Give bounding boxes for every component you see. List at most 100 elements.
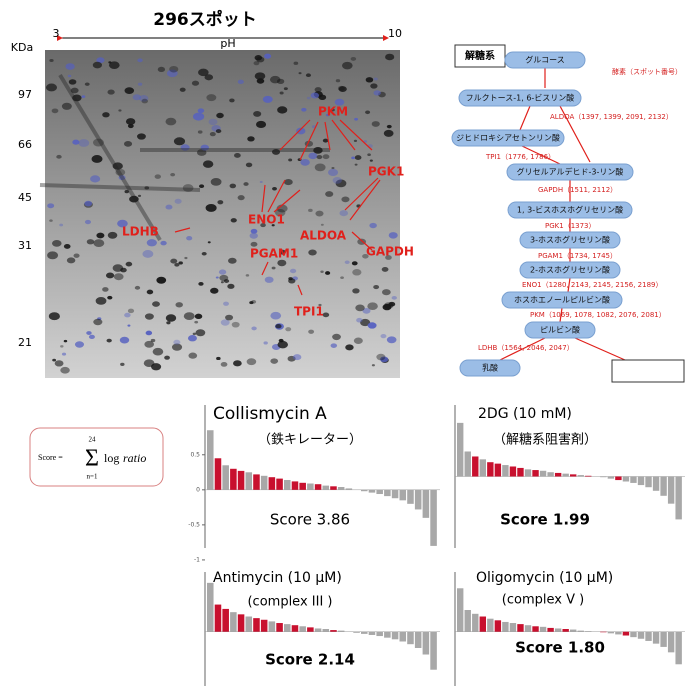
- gel-spot: [293, 61, 299, 65]
- gel-spot: [296, 127, 306, 135]
- gel-spot: [298, 72, 302, 75]
- gel-spot: [174, 198, 182, 204]
- gel-spot: [61, 352, 67, 356]
- gel-spot: [210, 178, 222, 186]
- bar: [502, 465, 509, 477]
- pathway-node: [506, 163, 634, 181]
- gel-spot: [325, 271, 331, 275]
- gel-spot: [278, 338, 284, 343]
- bar: [322, 629, 330, 632]
- panel-score: Score 3.86: [270, 511, 350, 529]
- gel-spot: [308, 152, 318, 160]
- gel-spot: [256, 120, 267, 129]
- gel-spot: [380, 334, 387, 339]
- gel-spot: [246, 358, 257, 366]
- gel-spot: [59, 223, 64, 227]
- gel-spot: [272, 186, 277, 191]
- gel-spot: [151, 363, 162, 371]
- gel-spot: [120, 362, 125, 366]
- gel-spot: [146, 239, 157, 247]
- bar: [422, 489, 430, 518]
- mass-label: KDa: [11, 41, 33, 54]
- bar: [253, 474, 260, 490]
- gel-spot: [119, 336, 130, 344]
- bar: [464, 610, 471, 632]
- gel-spot: [90, 175, 101, 183]
- gel-spot: [385, 255, 392, 260]
- gel-spot: [325, 113, 330, 117]
- gel-spot: [223, 279, 230, 283]
- mass-tick-label: 45: [18, 191, 32, 204]
- bar: [368, 489, 376, 493]
- bar: [407, 631, 414, 645]
- bar: [472, 456, 479, 477]
- enzyme-label: ENO1（1280, 2143, 2145, 2156, 2189）: [522, 281, 663, 289]
- gel-spot: [49, 58, 54, 63]
- gel-spot: [208, 118, 218, 126]
- bar: [547, 627, 554, 632]
- gel-spot: [144, 186, 150, 190]
- formula-upper: 24: [89, 436, 97, 444]
- y-tick-label: -0.5: [188, 521, 200, 528]
- formula-log: log: [104, 451, 119, 465]
- gel-spot: [137, 133, 146, 140]
- pathway-node-label: フルクトース-1, 6-ビスリン酸: [466, 93, 575, 103]
- gel-spot: [367, 322, 377, 329]
- gel-spot: [335, 179, 347, 188]
- gel-spot: [178, 261, 183, 265]
- gel-spot: [279, 249, 286, 255]
- gel-spot: [137, 194, 142, 197]
- gel-spot: [230, 218, 237, 223]
- bar: [637, 476, 645, 486]
- gel-spot: [339, 210, 349, 217]
- gel-spot: [196, 149, 207, 156]
- gel-spot: [157, 66, 166, 73]
- gel-spot: [192, 332, 197, 336]
- formula-lhs: Score =: [38, 453, 63, 462]
- pathway-node-label: 乳酸: [482, 363, 498, 373]
- gel-spot: [373, 90, 381, 96]
- gel-spot: [48, 312, 60, 321]
- gel-spot: [320, 223, 324, 226]
- formula-box: [29, 427, 164, 487]
- gel-spot: [180, 144, 190, 151]
- pathway-node: [459, 359, 521, 377]
- gel-spot: [360, 318, 371, 327]
- gel-spot: [81, 95, 86, 98]
- gel-spot: [146, 289, 154, 295]
- bar: [430, 631, 437, 670]
- gel-spot: [342, 61, 353, 70]
- gel-spot: [183, 312, 195, 321]
- gel-spot: [354, 117, 359, 121]
- gel-spot: [275, 324, 282, 329]
- panel-subtitle: （解糖系阻害剤）: [493, 432, 597, 448]
- bar: [585, 475, 592, 477]
- gel-spot: [288, 158, 293, 162]
- gel-spot: [353, 139, 358, 143]
- gel-spot: [254, 55, 263, 61]
- bar: [487, 618, 494, 632]
- bar: [667, 476, 675, 504]
- gel-spot: [68, 79, 77, 85]
- enzyme-label: PGK1（1373）: [545, 222, 596, 230]
- gel-spot: [355, 304, 365, 312]
- bar: [384, 631, 391, 638]
- gel-spot: [192, 112, 205, 121]
- gel-spot: [175, 302, 183, 308]
- bar: [479, 459, 487, 477]
- bar: [630, 631, 637, 638]
- gel-spot: [137, 82, 143, 86]
- gel-spot: [386, 124, 392, 129]
- gel-spot: [370, 83, 378, 89]
- gel-spot: [376, 353, 386, 361]
- gel-spot: [254, 72, 266, 80]
- gel-spot: [292, 354, 302, 361]
- gel-spot: [315, 210, 324, 217]
- gel-spot: [112, 162, 123, 170]
- bar: [430, 489, 437, 546]
- gel-spot: [269, 75, 281, 84]
- gel-spot: [206, 94, 217, 102]
- bar: [268, 477, 276, 490]
- gel-spot: [308, 208, 313, 212]
- spot-label: ENO1: [248, 213, 285, 227]
